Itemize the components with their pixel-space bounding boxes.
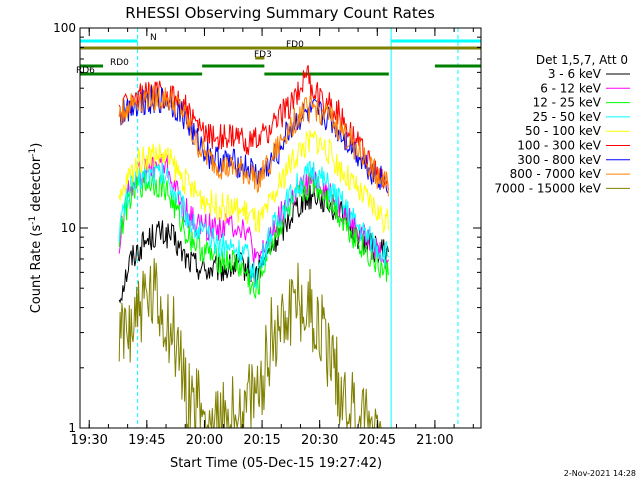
legend-label-0: 3 - 6 keV — [548, 67, 602, 81]
legend-label-1: 6 - 12 keV — [540, 81, 602, 95]
legend-label-8: 7000 - 15000 keV — [494, 181, 601, 195]
x-tick-label-0: 19:30 — [70, 433, 107, 448]
annotation-label-fd3: FD3 — [254, 50, 272, 60]
annotation-bars: N FD0 FD3 RD0 RD6 — [76, 33, 481, 76]
x-axis-label: Start Time (05-Dec-15 19:27:42) — [170, 456, 382, 471]
axes: 1 10 100 19:30 19:45 20:00 20:15 20:30 20:45 21:0… — [53, 21, 482, 448]
annotation-label-rd6: RD6 — [76, 66, 95, 76]
y-axis-label: Count Rate (s-1 detector-1) — [28, 143, 44, 314]
y-tick-label-0: 1 — [68, 421, 76, 435]
y-tick-label-1: 10 — [61, 221, 76, 235]
legend-label-3: 25 - 50 keV — [533, 110, 602, 124]
y-label-part-2: detector — [29, 156, 44, 216]
x-tick-label-5: 20:45 — [359, 433, 396, 448]
x-tick-label-6: 21:00 — [416, 433, 453, 448]
legend-label-5: 100 - 300 keV — [517, 139, 601, 153]
annotation-label-n: N — [150, 33, 157, 43]
series-line-4 — [118, 129, 389, 233]
legend-title: Det 1,5,7, Att 0 — [536, 53, 628, 67]
legend-label-2: 12 - 25 keV — [533, 96, 602, 110]
annotation-label-fd0: FD0 — [286, 40, 304, 50]
series-group — [118, 65, 389, 429]
timestamp: 2-Nov-2021 14:28 — [564, 469, 636, 478]
legend-label-6: 300 - 800 keV — [517, 153, 601, 167]
legend-label-7: 800 - 7000 keV — [510, 167, 602, 181]
legend-label-4: 50 - 100 keV — [525, 124, 602, 138]
x-tick-label-1: 19:45 — [128, 433, 165, 448]
y-label-part-0: Count Rate (s — [29, 225, 44, 314]
series-line-2 — [118, 170, 389, 299]
series-line-7 — [118, 84, 389, 197]
y-label-part-3: -1 — [28, 148, 38, 157]
series-line-8 — [118, 258, 384, 429]
series-line-3 — [118, 160, 389, 289]
y-label-part-1: -1 — [28, 216, 38, 225]
y-tick-label-2: 100 — [53, 21, 76, 35]
x-tick-label-4: 20:30 — [301, 433, 338, 448]
x-tick-label-2: 20:00 — [186, 433, 223, 448]
y-label-part-4: ) — [29, 143, 44, 148]
chart-title: RHESSI Observing Summary Count Rates — [125, 4, 435, 22]
annotation-label-rd0: RD0 — [110, 58, 129, 68]
x-tick-label-3: 20:15 — [243, 433, 280, 448]
